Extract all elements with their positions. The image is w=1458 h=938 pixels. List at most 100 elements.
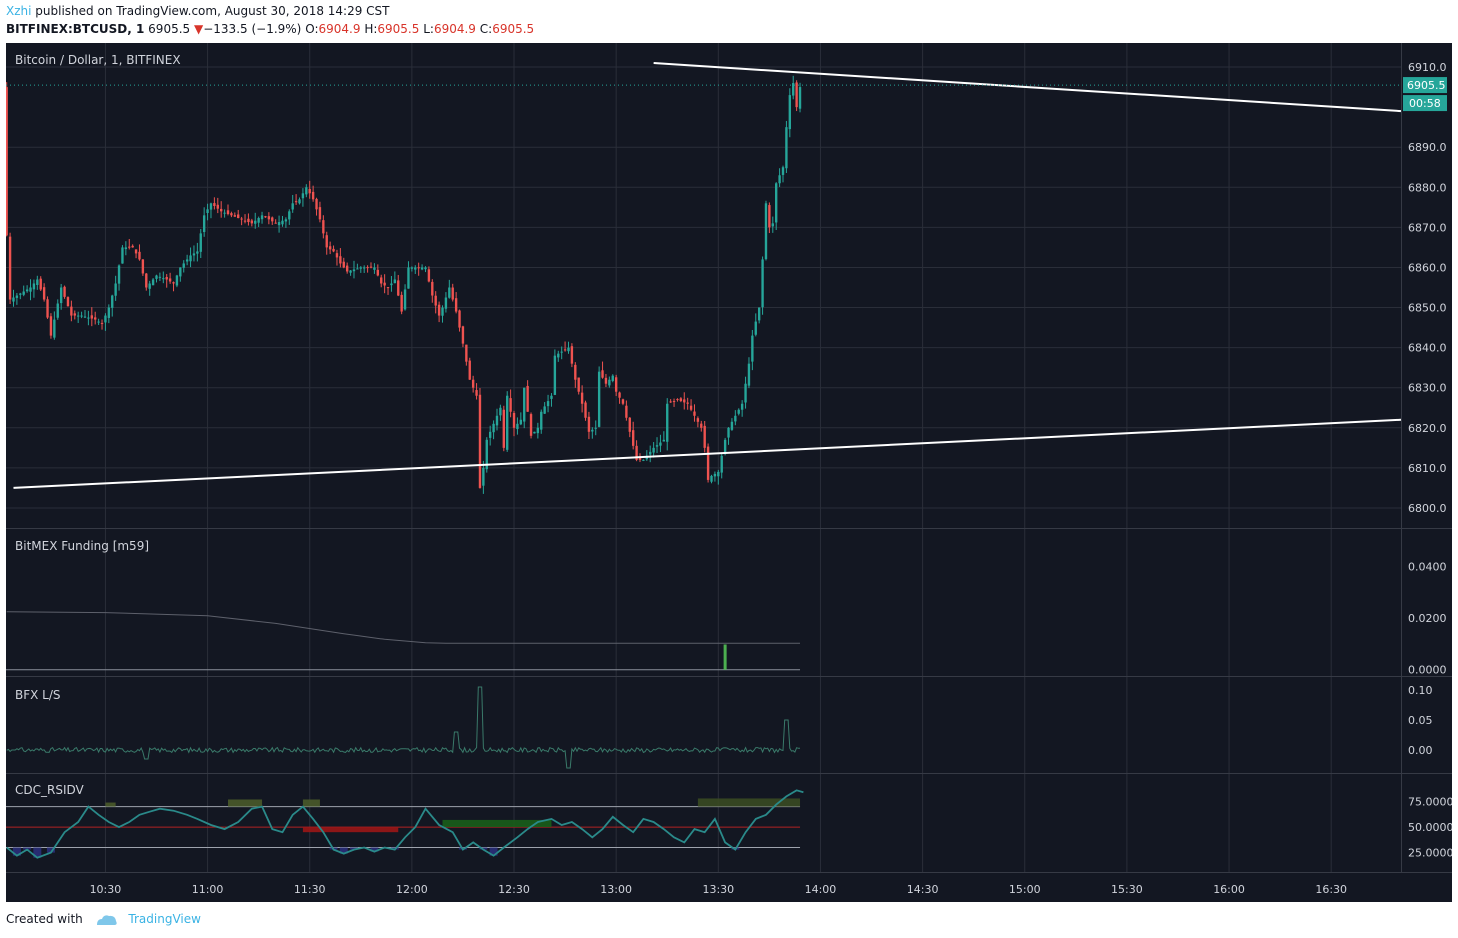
rsi-oversold-fills [12,847,740,858]
candle-body [230,213,233,216]
candle-body [162,278,165,280]
grid [6,43,1452,873]
candle-body [219,208,223,212]
ls-y-tick-label: 0.00 [1408,744,1433,757]
candle-body [730,421,734,430]
candle-body [482,467,485,486]
candle-body [441,307,444,316]
candle-body [621,399,625,404]
rsi-oversold-fill [12,847,21,856]
candle-body [795,82,798,108]
candle-body [523,387,526,422]
candle-body [254,220,257,224]
countdown-tag [1403,95,1447,112]
candle-body [76,315,80,317]
candle-body [237,214,240,219]
candle-body [141,259,145,274]
candle-body [444,297,448,309]
candle-body [182,263,185,268]
candle-body [478,394,482,488]
candle-body [308,188,311,194]
candle-body [124,247,128,250]
candle-body [536,427,540,434]
down-arrow-icon: ▼ [194,22,204,36]
candle-body [591,429,594,432]
candle-body [614,377,618,392]
main-pane-title: Bitcoin / Dollar, 1, BITFINEX [15,53,181,67]
candle-body [114,283,117,296]
rsi-oversold-fill [23,847,32,850]
last-price: 6905.5 [148,22,191,36]
candle-body [485,439,488,470]
y-tick-label: 6910.0 [1408,61,1447,74]
candle-body [533,431,536,434]
candle-body [567,347,570,352]
candle-body [87,317,90,319]
candle-body [475,390,478,396]
candle-body [90,315,93,319]
close-value: 6905.5 [492,22,535,36]
candle-body [570,346,574,364]
candle-body [740,403,744,410]
footer: Created with TradingView [6,912,201,927]
candle-body [53,319,56,338]
tradingview-link[interactable]: TradingView [128,912,201,926]
candle-body [618,392,621,398]
candle-body [703,425,706,448]
candle-body [107,307,111,318]
candle-body [29,287,32,292]
candle-body [267,216,271,220]
interval: , 1 [127,22,145,36]
candle-body [465,344,468,362]
candle-body [696,418,700,422]
candle-body [751,335,754,362]
candle-body [597,371,601,427]
candle-body [100,322,104,324]
candle-body [397,280,400,296]
candle-body [363,267,366,269]
candle-body [223,212,226,214]
candle-body [604,377,608,384]
candle-body [502,409,505,448]
rsi-oversold-fill [33,847,42,858]
candle-body [757,307,761,321]
candle-body [277,222,281,226]
open-value: 6904.9 [318,22,361,36]
x-tick-label: 11:00 [192,883,224,896]
chart-svg[interactable]: 10:30 11:00 11:30 12:00 12:30 13:00 13:30 14:00… [5,43,1454,902]
candle-body [260,215,264,220]
trend-line [13,418,1402,489]
candle-body [366,267,369,269]
funding-line [6,611,800,644]
candle-body [199,233,202,252]
candle-body [431,281,434,296]
candle-body [356,268,359,270]
candle-body [250,220,254,224]
candle-body [172,282,175,284]
candle-body [12,297,15,302]
y-tick-label: 6860.0 [1408,261,1447,274]
candle-body [25,289,29,292]
candle-body [727,427,730,438]
author-link[interactable]: Xzhi [6,4,32,18]
rsi-y-tick-label: 50.0000 [1408,821,1452,834]
funding-y-tick-label: 0.0000 [1408,664,1447,677]
rsi-line [6,789,804,859]
panes [5,62,1402,859]
candle-body [693,411,696,416]
candle-body [151,279,155,286]
rsi-y-tick-label: 25.0000 [1408,847,1452,860]
candle-body [710,475,713,482]
candle-body [403,289,407,310]
candle-body [679,398,683,402]
candle-body [410,267,414,269]
candle-body [240,218,243,220]
candle-body [168,278,172,282]
candle-body [471,379,475,388]
candle-body [352,269,356,272]
chart-area[interactable]: 10:30 11:00 11:30 12:00 12:30 13:00 13:30 14:00… [5,43,1454,902]
rsi-oversold-fill [339,847,348,854]
candle-body [247,218,250,223]
rsi-oversold-fill [349,847,358,850]
candle-body [512,412,516,428]
